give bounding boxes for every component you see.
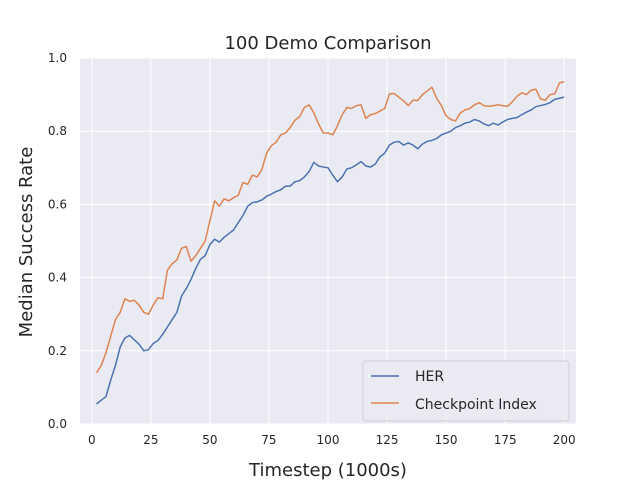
y-tick-label: 0.2: [48, 344, 67, 358]
series-group: [95, 81, 565, 405]
x-tick-label: 50: [202, 433, 217, 447]
y-tick-label: 0.4: [48, 271, 67, 285]
legend-label-checkpoint-index: Checkpoint Index: [415, 397, 537, 413]
y-tick-label: 0.8: [48, 124, 67, 138]
legend: HER Checkpoint Index: [362, 360, 570, 422]
series-line-her: [96, 96, 565, 405]
y-axis-label: Median Success Rate: [16, 147, 37, 338]
series-line-checkpoint-index: [95, 81, 565, 374]
x-tick-label: 125: [376, 433, 399, 447]
y-tick-label: 1.0: [48, 51, 67, 65]
x-tick-label: 150: [435, 433, 458, 447]
y-axis-ticks: 0.0 0.2 0.4 0.6 0.8 1.0: [48, 51, 67, 431]
x-tick-label: 25: [143, 433, 158, 447]
x-axis-label: Timestep (1000s): [248, 460, 407, 480]
x-tick-label: 175: [494, 433, 517, 447]
x-tick-label: 75: [261, 433, 276, 447]
y-tick-label: 0.6: [48, 197, 67, 211]
x-axis-ticks: 0 25 50 75 100 125 150 175 200: [88, 433, 576, 447]
x-tick-label: 100: [317, 433, 340, 447]
chart-title: 100 Demo Comparison: [224, 33, 431, 54]
y-tick-label: 0.0: [48, 417, 67, 431]
legend-label-her: HER: [415, 369, 444, 385]
legend-box: [362, 360, 570, 422]
grid-lines: [80, 57, 576, 425]
x-tick-label: 0: [88, 433, 96, 447]
x-tick-label: 200: [553, 433, 576, 447]
